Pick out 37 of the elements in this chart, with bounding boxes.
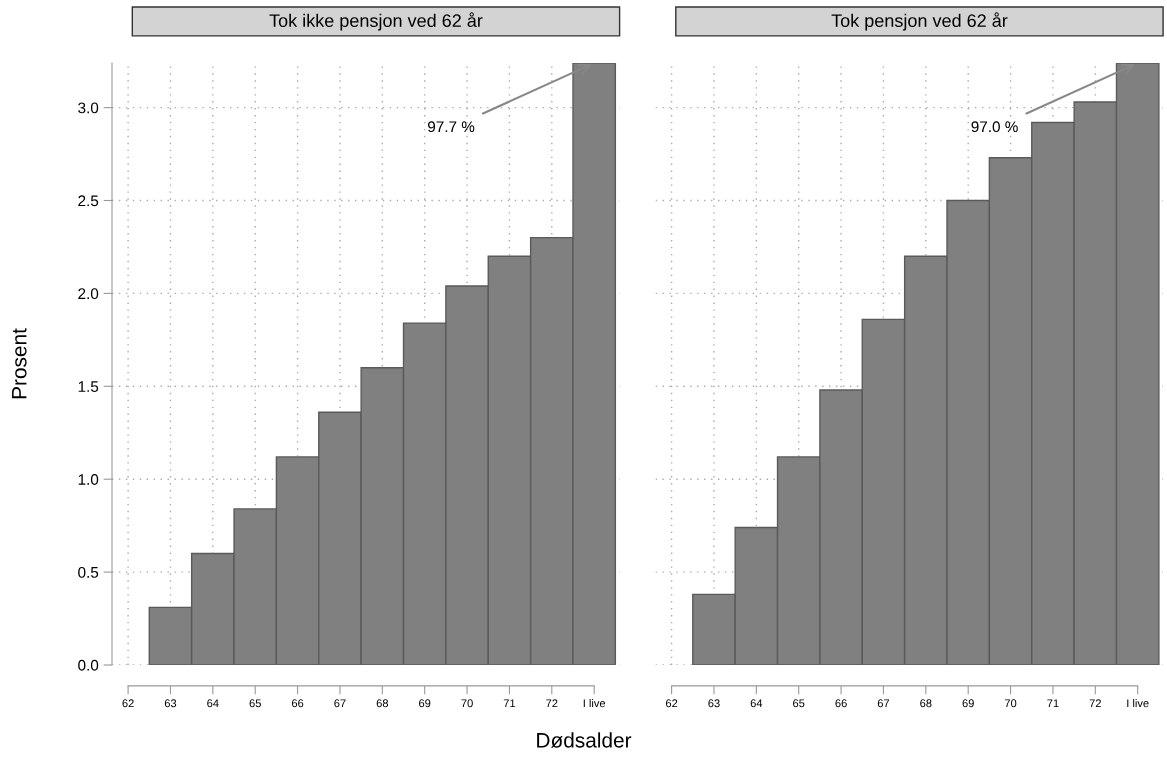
x-tick-label: 72 bbox=[1089, 699, 1101, 708]
chart-title: Tok pensjon ved 62 år bbox=[831, 12, 1008, 31]
y-tick-label: 1.0 bbox=[78, 474, 99, 485]
y-tick-label: 2.0 bbox=[78, 288, 99, 300]
x-tick-label: 66 bbox=[835, 699, 847, 708]
x-tick-label: 65 bbox=[793, 699, 805, 708]
x-tick-label: 67 bbox=[877, 699, 890, 708]
x-tick-label: 70 bbox=[461, 699, 473, 708]
x-tick-label: 63 bbox=[164, 699, 177, 708]
chart-title: Tok ikke pensjon ved 62 år bbox=[269, 12, 483, 31]
annotation: 97.0 % bbox=[971, 121, 1018, 133]
x-tick-label: 68 bbox=[376, 699, 389, 708]
x-tick-label: 64 bbox=[750, 699, 763, 708]
y-tick-label: 1.5 bbox=[78, 381, 99, 392]
x-tick-label: 67 bbox=[334, 699, 346, 708]
y-tick-label: 0.5 bbox=[78, 566, 99, 578]
x-tick-label: 70 bbox=[1004, 699, 1017, 708]
x-axis-title: Dødsalder bbox=[537, 732, 632, 748]
x-tick-label: 66 bbox=[291, 699, 304, 708]
x-tick-label: 64 bbox=[207, 699, 219, 708]
x-tick-label: 65 bbox=[249, 699, 261, 708]
y-tick-label: 2.5 bbox=[78, 195, 99, 207]
x-tick-label: 69 bbox=[419, 699, 431, 708]
x-tick-label: I live bbox=[1127, 699, 1149, 708]
y-tick-label: 0.0 bbox=[78, 659, 99, 671]
x-tick-label: 72 bbox=[546, 699, 558, 708]
x-tick-label: 62 bbox=[122, 699, 134, 708]
x-tick-label: 71 bbox=[503, 699, 516, 708]
x-tick-label: 69 bbox=[962, 699, 974, 708]
y-tick-label: 3.0 bbox=[78, 102, 99, 114]
x-tick-label: 63 bbox=[708, 699, 720, 708]
x-tick-label: 62 bbox=[665, 699, 678, 708]
x-tick-label: 71 bbox=[1047, 699, 1059, 708]
x-tick-label: 68 bbox=[920, 699, 932, 708]
annotation: 97.7 % bbox=[428, 121, 475, 133]
x-tick-label: I live bbox=[583, 699, 606, 708]
y-axis-title: Prosent bbox=[12, 328, 27, 399]
